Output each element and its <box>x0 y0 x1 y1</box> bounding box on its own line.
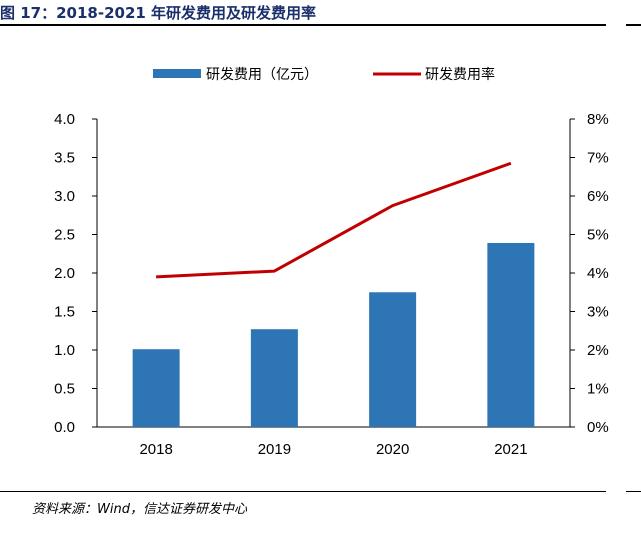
legend-bar-swatch <box>153 69 201 78</box>
bar-2018 <box>132 349 180 427</box>
left-tick-label: 2.5 <box>54 227 75 244</box>
right-tick-label: 7% <box>587 150 609 167</box>
bar-2020 <box>369 292 417 427</box>
right-tick-label: 0% <box>587 419 609 436</box>
left-tick-label: 4.0 <box>54 111 75 128</box>
right-tick-label: 6% <box>587 188 609 205</box>
legend: 研发费用（亿元） 研发费用率 <box>153 66 495 83</box>
left-tick-label: 0.0 <box>54 419 75 436</box>
right-tick-label: 1% <box>587 381 609 398</box>
x-axis: 2018 2019 2020 2021 <box>97 426 570 458</box>
left-tick-label: 1.0 <box>54 342 75 359</box>
rate-line-path <box>156 161 512 279</box>
left-tick-label: 3.5 <box>54 150 75 167</box>
x-tick-label: 2019 <box>258 441 291 458</box>
top-rule <box>0 24 606 26</box>
left-axis: 0.0 0.5 1.0 1.5 2.0 2.5 3.0 3.5 4.0 <box>54 111 98 436</box>
bars <box>132 242 535 427</box>
right-tick-label: 4% <box>587 265 609 282</box>
rate-line <box>156 161 512 279</box>
bar-2021 <box>487 242 535 427</box>
legend-bar-label: 研发费用（亿元） <box>206 67 318 83</box>
x-tick-label: 2020 <box>376 441 409 458</box>
bottom-rule-right <box>626 491 641 492</box>
right-tick-label: 8% <box>587 111 609 128</box>
left-tick-label: 2.0 <box>54 265 75 282</box>
right-axis: 0% 1% 2% 3% 4% 5% 6% 7% 8% <box>569 111 609 436</box>
left-tick-label: 3.0 <box>54 188 75 205</box>
right-tick-label: 5% <box>587 227 609 244</box>
legend-line-label: 研发费用率 <box>425 66 495 83</box>
source-note: 资料来源：Wind，信达证券研发中心 <box>32 502 247 517</box>
right-tick-label: 3% <box>587 304 609 321</box>
x-tick-label: 2021 <box>494 441 527 458</box>
bottom-rule <box>0 491 606 492</box>
left-tick-label: 0.5 <box>54 381 75 398</box>
figure-title: 图 17：2018-2021 年研发费用及研发费用率 <box>0 4 317 22</box>
top-rule-right <box>626 24 641 26</box>
right-tick-label: 2% <box>587 342 609 359</box>
left-tick-label: 1.5 <box>54 304 75 321</box>
bar-2019 <box>250 329 298 427</box>
x-tick-label: 2018 <box>139 441 172 458</box>
